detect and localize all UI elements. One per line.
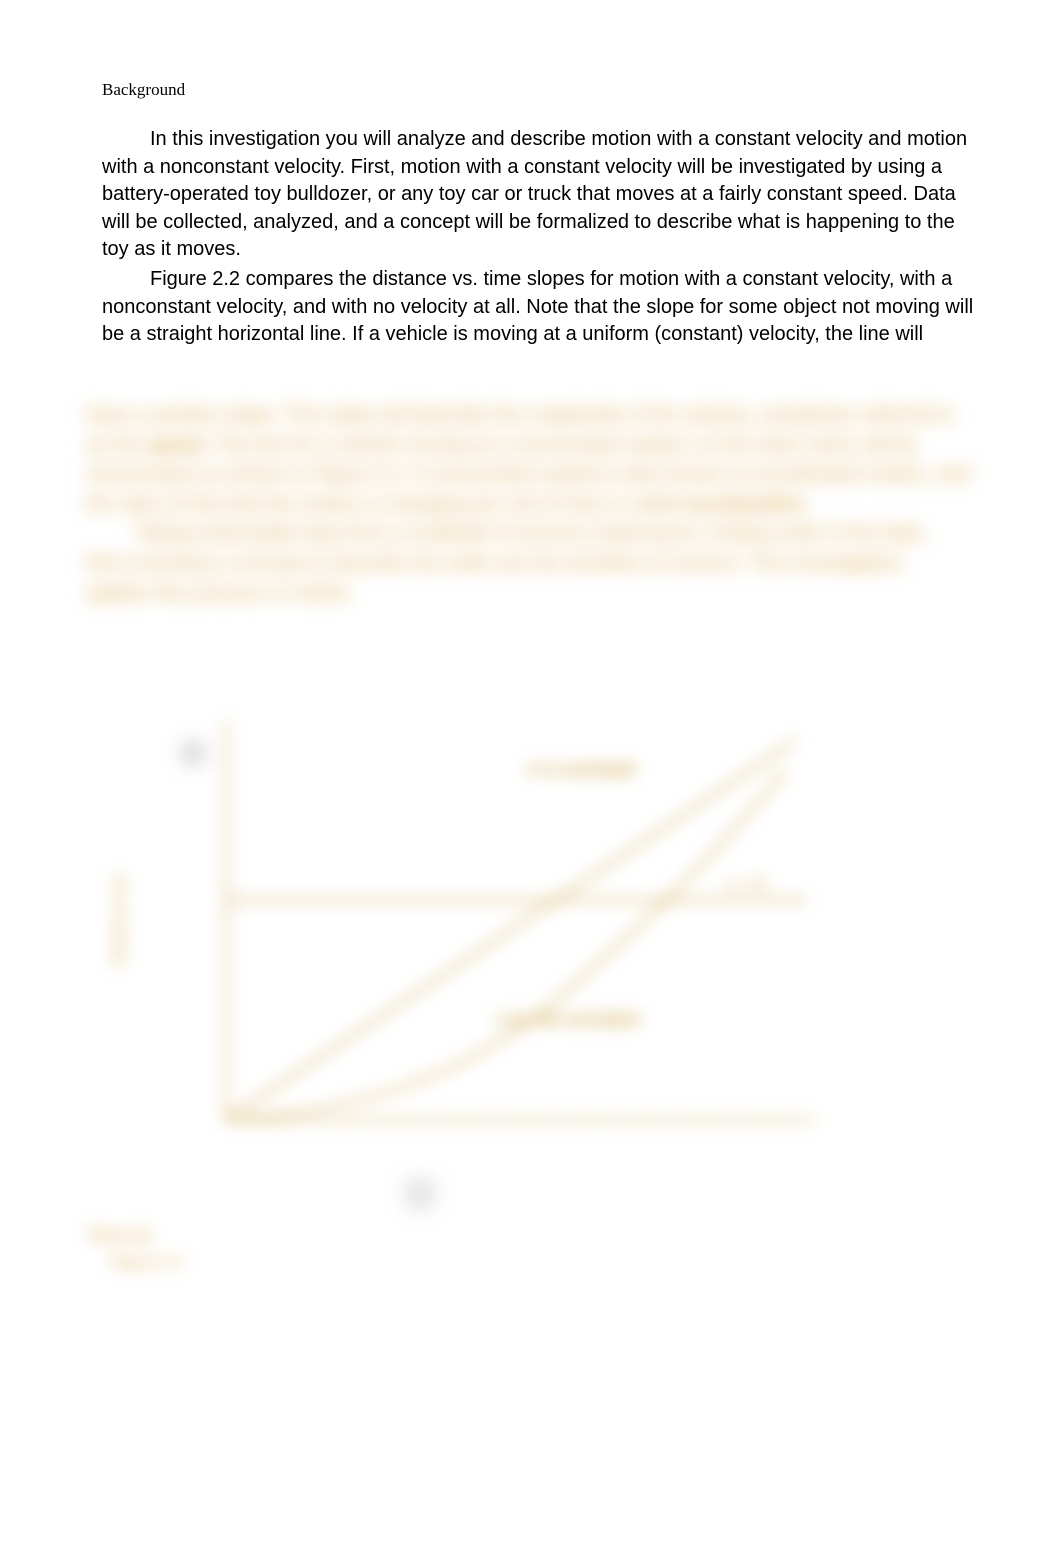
figure-caption: Figure 2.2 <box>110 1254 182 1272</box>
paragraph-1-text: In this investigation you will analyze a… <box>102 128 967 260</box>
distance-time-chart: Distance (m) <box>86 640 846 1200</box>
blurred-text-region: have a positive slope. This slope will d… <box>86 402 1032 609</box>
blurred-line-6: then inventing a concept to describe the… <box>86 550 1032 578</box>
annot-constant: v is constant <box>526 759 636 779</box>
blurred-line-7: applies this process to motion. <box>86 580 1032 608</box>
blurred-line-4: the ratio of how fast the motion is chan… <box>86 491 1032 519</box>
blurred-line-5: Taking reasonable data from a multitude … <box>86 520 1032 548</box>
annot-zero: v = 0 <box>726 874 766 894</box>
paragraph-1: In this investigation you will analyze a… <box>102 126 976 264</box>
blur-artifact-1 <box>182 742 204 764</box>
paragraph-2: Figure 2.2 compares the distance vs. tim… <box>102 266 976 349</box>
chart-svg: v is constant v = 0 v is not constant <box>86 640 846 1200</box>
constant-velocity-line <box>226 740 796 1120</box>
annot-not-constant: v is not constant <box>496 1009 639 1029</box>
bold-acceleration: acceleration <box>687 493 804 515</box>
bold-speed: speed <box>146 434 204 456</box>
blur-artifact-2 <box>408 1182 432 1206</box>
blurred-line-2: as the speed. The line for a vehicle mov… <box>86 432 1032 460</box>
nonconstant-velocity-curve <box>226 770 786 1120</box>
blurred-line-1: have a positive slope. This slope will d… <box>86 402 1032 430</box>
paragraph-2-text: Figure 2.2 compares the distance vs. tim… <box>102 268 973 345</box>
y-axis-label: Distance (m) <box>110 875 128 966</box>
page-content: Background In this investigation you wil… <box>0 0 1062 349</box>
blurred-line-3: nonconstant as shown in Figure 2.2. A no… <box>86 461 1032 489</box>
section-heading: Background <box>102 80 976 100</box>
x-axis-label: Time (s) <box>86 1225 151 1246</box>
